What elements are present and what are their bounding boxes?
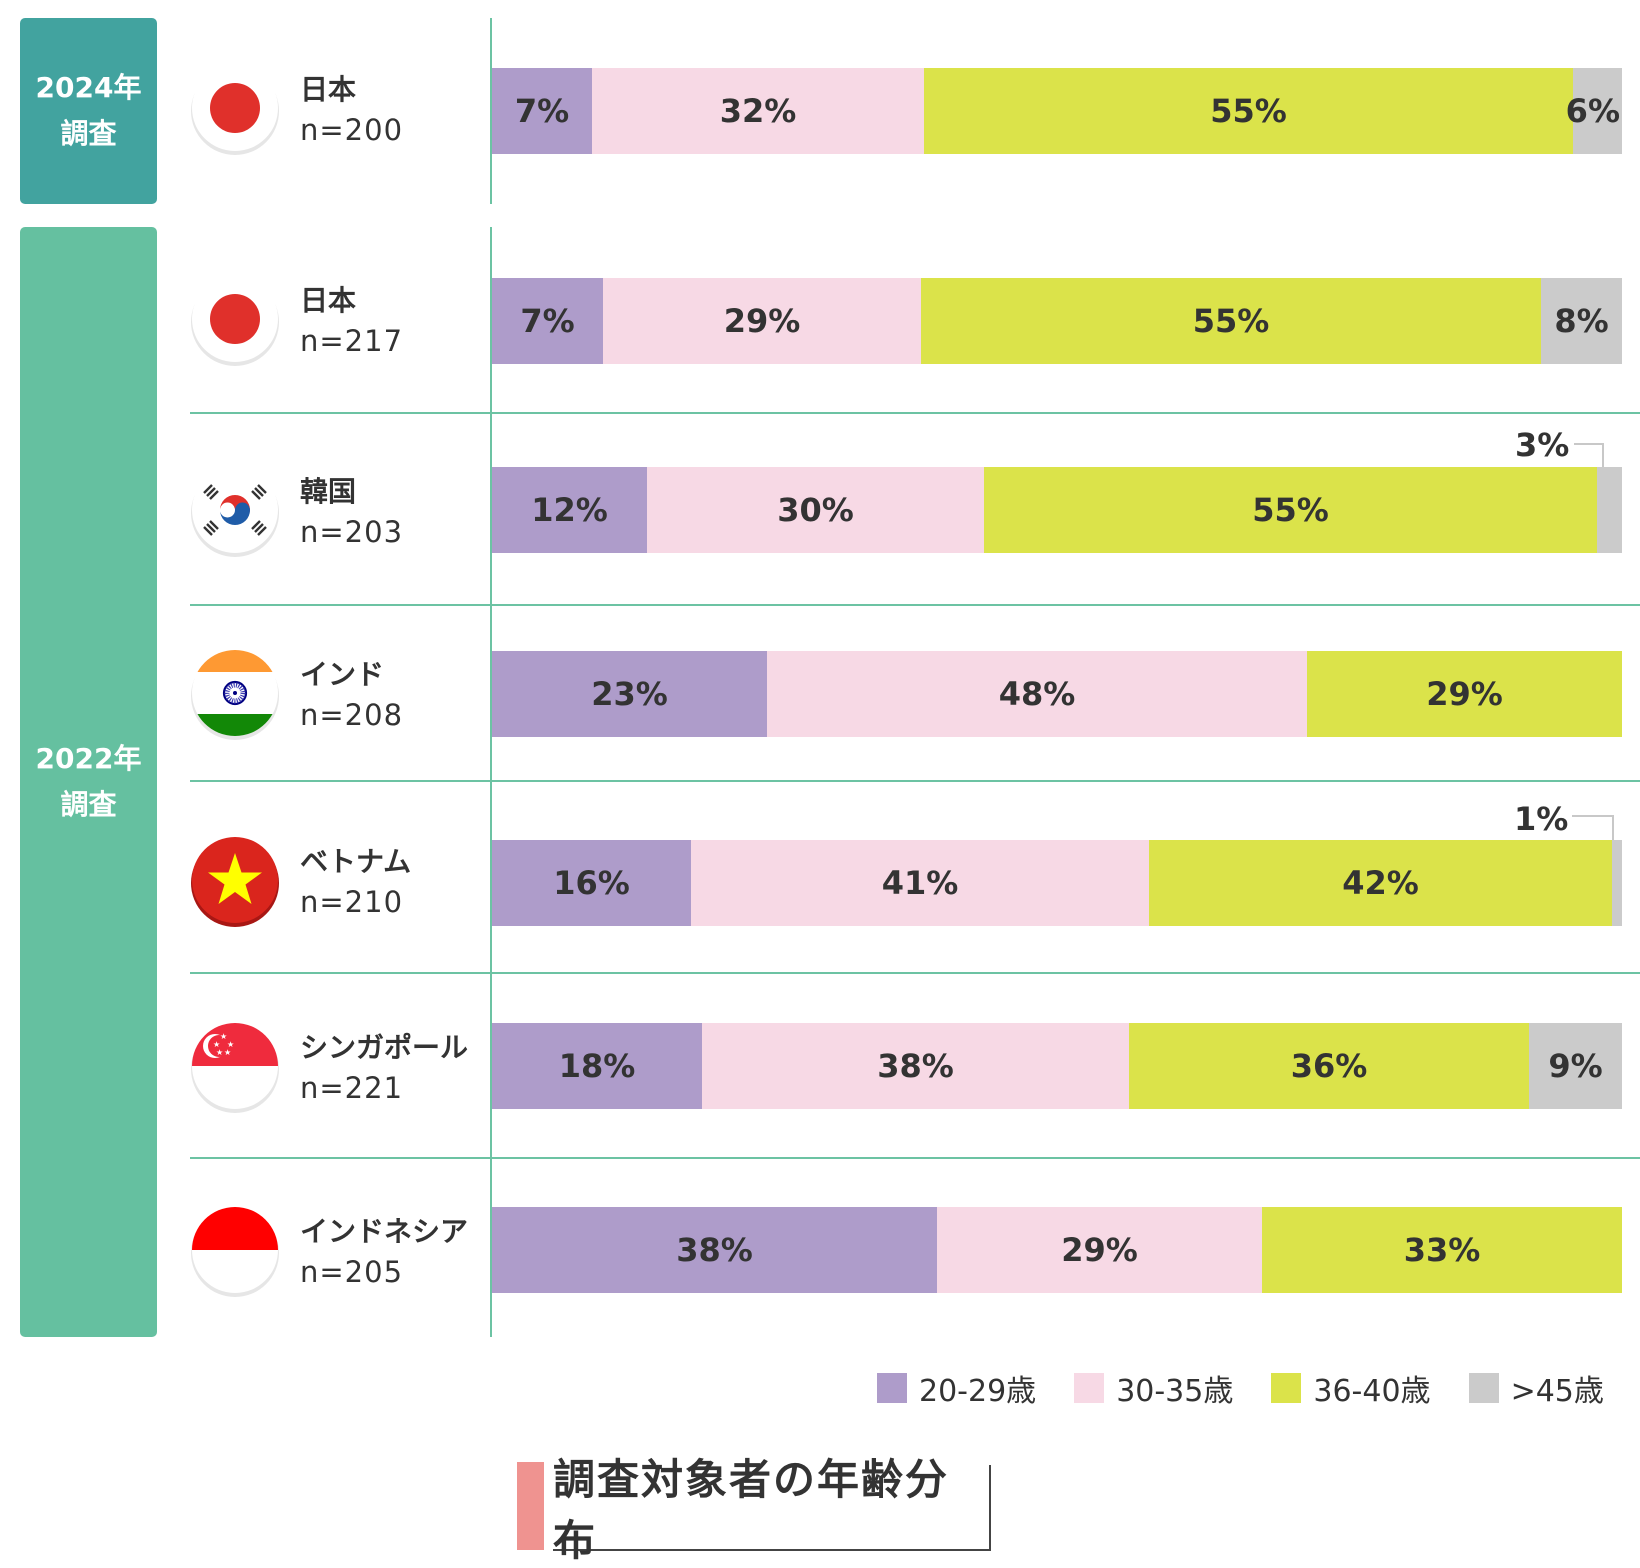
- row-divider: [190, 780, 1640, 782]
- india-flag-icon: [190, 649, 280, 741]
- panel-2022-year: 2022年: [35, 742, 142, 775]
- country-name: インド: [300, 658, 385, 691]
- segment-30-35: 30%: [647, 467, 984, 553]
- segment-20-29: 23%: [492, 651, 767, 737]
- legend-item-20-29: 20-29歳: [877, 1366, 1036, 1410]
- segment-30-35: 29%: [603, 278, 921, 364]
- sample-size: n=221: [300, 1071, 404, 1105]
- segment-30-35: 41%: [691, 840, 1149, 926]
- segment-20-29: 7%: [492, 68, 592, 154]
- axis-line-2022: [490, 227, 492, 1337]
- legend-item-36-40: 36-40歳: [1271, 1366, 1431, 1410]
- row-divider: [190, 604, 1640, 606]
- row-divider: [190, 1157, 1640, 1159]
- callout-label-korea-45-plus: 3%: [1515, 426, 1570, 464]
- bar-korea: 12% 30% 55%: [492, 467, 1622, 553]
- chart-title-box: 調査対象者の年齢分布: [553, 1455, 991, 1565]
- axis-line-2024: [490, 18, 492, 204]
- row-label-vietnam: ベトナム n=210: [190, 835, 411, 929]
- segment-36-40: 55%: [921, 278, 1541, 364]
- segment-20-29: 7%: [492, 278, 603, 364]
- indonesia-flag-icon: [190, 1206, 280, 1298]
- row-label-korea: 韓国 n=203: [190, 465, 403, 559]
- segment-20-29: 18%: [492, 1023, 702, 1109]
- country-name: インドネシア: [300, 1215, 469, 1248]
- row-label-india: インド n=208: [190, 648, 403, 742]
- svg-text:★: ★: [213, 1040, 220, 1049]
- legend-label: 20-29歳: [919, 1374, 1037, 1409]
- callout-label-vietnam-45-plus: 1%: [1514, 800, 1569, 838]
- callout-leader-line: [1574, 443, 1604, 467]
- panel-2022-survey-label: 調査: [60, 788, 117, 821]
- sample-size: n=208: [300, 698, 404, 732]
- japan-flag-icon: [190, 64, 280, 156]
- sample-size: n=210: [300, 885, 404, 919]
- bar-indonesia: 38% 29% 33%: [492, 1207, 1622, 1293]
- legend-label: >45歳: [1510, 1374, 1604, 1409]
- segment-36-40: 36%: [1129, 1023, 1529, 1109]
- segment-20-29: 12%: [492, 467, 647, 553]
- bar-japan-2024: 7% 32% 55% 6%: [492, 68, 1622, 154]
- panel-2022-survey: 2022年 調査: [20, 227, 157, 1337]
- singapore-flag-icon: ★ ★ ★ ★ ★: [190, 1022, 280, 1114]
- segment-45-plus: [1612, 840, 1622, 926]
- country-name: シンガポール: [300, 1031, 469, 1064]
- vietnam-flag-icon: [190, 836, 280, 928]
- row-divider: [190, 412, 1640, 414]
- bar-india: 23% 48% 29%: [492, 651, 1622, 737]
- panel-2024-year: 2024年: [35, 71, 142, 104]
- sample-size: n=200: [300, 113, 404, 147]
- row-label-japan-2024: 日本 n=200: [190, 63, 403, 157]
- segment-36-40: 33%: [1262, 1207, 1622, 1293]
- svg-text:★: ★: [227, 1040, 234, 1049]
- segment-30-35: 32%: [592, 68, 924, 154]
- title-accent-bar: [517, 1462, 544, 1550]
- segment-36-40: 55%: [984, 467, 1597, 553]
- svg-text:★: ★: [220, 1032, 227, 1041]
- country-name: ベトナム: [300, 845, 412, 878]
- segment-45-plus: 9%: [1529, 1023, 1622, 1109]
- segment-30-35: 29%: [937, 1207, 1262, 1293]
- country-name: 韓国: [300, 475, 357, 508]
- country-name: 日本: [300, 73, 357, 106]
- legend-label: 30-35歳: [1116, 1374, 1234, 1409]
- segment-45-plus: 8%: [1541, 278, 1622, 364]
- segment-45-plus: 6%: [1566, 68, 1622, 154]
- legend-swatch: [1074, 1373, 1105, 1403]
- legend-label: 36-40歳: [1313, 1374, 1431, 1409]
- panel-2024-survey: 2024年 調査: [20, 18, 157, 204]
- chart-legend: 20-29歳 30-35歳 36-40歳 >45歳: [877, 1366, 1604, 1410]
- row-label-japan-2022: 日本 n=217: [190, 274, 403, 368]
- legend-item-45-plus: >45歳: [1468, 1366, 1604, 1410]
- svg-text:★: ★: [216, 1048, 223, 1057]
- sample-size: n=203: [300, 515, 404, 549]
- row-divider: [190, 972, 1640, 974]
- panel-2024-survey-label: 調査: [60, 117, 117, 150]
- callout-leader-line: [1572, 815, 1614, 840]
- segment-45-plus: [1597, 467, 1622, 553]
- japan-flag-icon: [190, 275, 280, 367]
- bar-vietnam: 16% 41% 42%: [492, 840, 1622, 926]
- segment-20-29: 38%: [492, 1207, 937, 1293]
- chart-title: 調査対象者の年齢分布: [553, 1455, 950, 1565]
- sample-size: n=217: [300, 324, 404, 358]
- legend-swatch: [1271, 1373, 1302, 1403]
- bar-singapore: 18% 38% 36% 9%: [492, 1023, 1622, 1109]
- sample-size: n=205: [300, 1255, 404, 1289]
- segment-36-40: 29%: [1307, 651, 1622, 737]
- segment-36-40: 55%: [924, 68, 1573, 154]
- svg-text:★: ★: [224, 1048, 231, 1057]
- korea-flag-icon: [190, 466, 280, 558]
- segment-30-35: 48%: [767, 651, 1307, 737]
- legend-swatch: [877, 1373, 907, 1403]
- bar-japan-2022: 7% 29% 55% 8%: [492, 278, 1622, 364]
- legend-swatch: [1468, 1373, 1499, 1403]
- segment-20-29: 16%: [492, 840, 691, 926]
- segment-36-40: 42%: [1149, 840, 1612, 926]
- country-name: 日本: [300, 284, 357, 317]
- row-label-indonesia: インドネシア n=205: [190, 1205, 468, 1299]
- segment-30-35: 38%: [702, 1023, 1129, 1109]
- row-label-singapore: ★ ★ ★ ★ ★ シンガポール n=221: [190, 1021, 468, 1115]
- legend-item-30-35: 30-35歳: [1074, 1366, 1233, 1410]
